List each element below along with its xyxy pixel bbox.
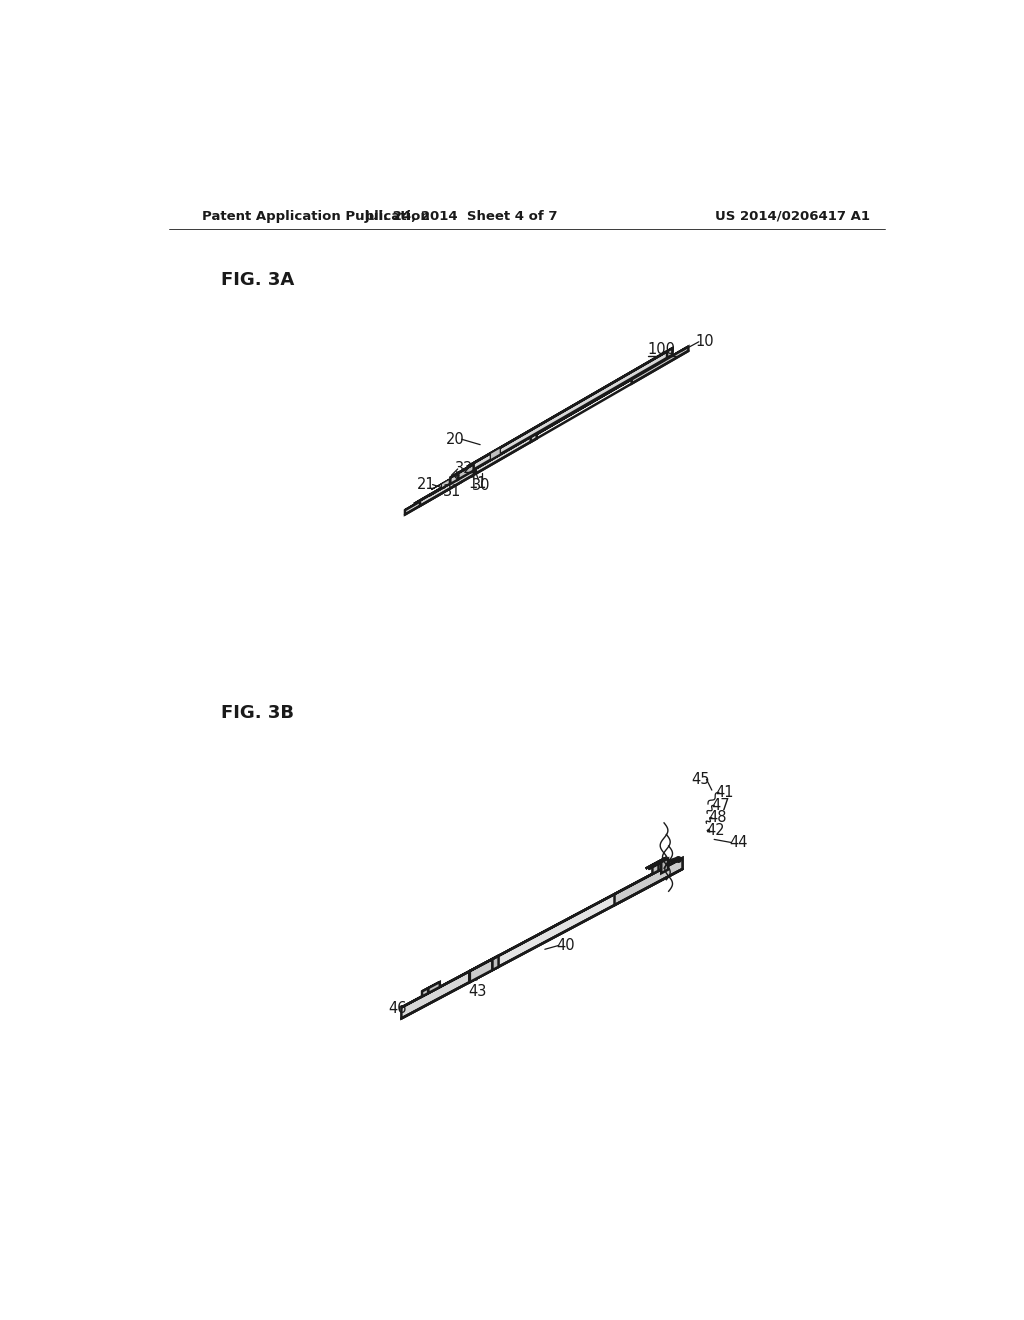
Polygon shape [470, 960, 493, 982]
Polygon shape [462, 467, 469, 477]
Polygon shape [404, 347, 688, 511]
Text: FIG. 3B: FIG. 3B [221, 704, 295, 722]
Text: 43: 43 [468, 985, 486, 999]
Text: 46: 46 [388, 1001, 408, 1015]
Polygon shape [652, 858, 666, 874]
Text: 20: 20 [446, 432, 465, 446]
Polygon shape [662, 858, 668, 874]
Text: 42: 42 [707, 822, 725, 838]
Polygon shape [490, 447, 501, 459]
Polygon shape [470, 956, 499, 972]
Polygon shape [422, 982, 439, 991]
Text: FIG. 3A: FIG. 3A [221, 271, 295, 289]
Polygon shape [428, 982, 439, 993]
Text: 47: 47 [711, 799, 730, 813]
Polygon shape [401, 972, 469, 1019]
Polygon shape [422, 989, 428, 997]
Polygon shape [632, 347, 688, 384]
Polygon shape [667, 348, 673, 358]
Text: US 2014/0206417 A1: US 2014/0206417 A1 [715, 210, 870, 223]
Polygon shape [469, 858, 683, 982]
Polygon shape [630, 374, 636, 380]
Text: 45: 45 [691, 772, 710, 787]
Polygon shape [472, 348, 673, 470]
Text: 30: 30 [472, 478, 490, 492]
Text: Patent Application Publication: Patent Application Publication [202, 210, 430, 223]
Polygon shape [604, 385, 616, 392]
Polygon shape [441, 479, 450, 488]
Polygon shape [420, 433, 537, 506]
Polygon shape [401, 858, 683, 1007]
Text: 40: 40 [556, 939, 574, 953]
Polygon shape [451, 473, 459, 484]
Polygon shape [614, 858, 683, 906]
Text: 41: 41 [716, 785, 734, 800]
Text: 31: 31 [442, 484, 461, 499]
Text: 21: 21 [417, 477, 436, 492]
Text: 10: 10 [695, 334, 715, 350]
Polygon shape [459, 465, 474, 479]
Text: 32: 32 [455, 462, 473, 477]
Polygon shape [404, 478, 462, 515]
Polygon shape [530, 433, 537, 442]
Polygon shape [414, 433, 537, 504]
Polygon shape [431, 479, 450, 490]
Polygon shape [648, 858, 668, 869]
Text: Jul. 24, 2014  Sheet 4 of 7: Jul. 24, 2014 Sheet 4 of 7 [365, 210, 558, 223]
Polygon shape [624, 374, 636, 380]
Text: 48: 48 [709, 810, 727, 825]
Polygon shape [609, 385, 616, 392]
Text: 11: 11 [469, 477, 487, 491]
Polygon shape [452, 467, 469, 478]
Text: 44: 44 [729, 836, 749, 850]
Polygon shape [429, 360, 665, 496]
Polygon shape [658, 858, 666, 871]
Text: 100: 100 [648, 342, 676, 356]
Polygon shape [493, 956, 499, 970]
Polygon shape [467, 348, 673, 467]
Polygon shape [645, 858, 666, 869]
Polygon shape [451, 465, 474, 478]
Polygon shape [455, 475, 459, 479]
